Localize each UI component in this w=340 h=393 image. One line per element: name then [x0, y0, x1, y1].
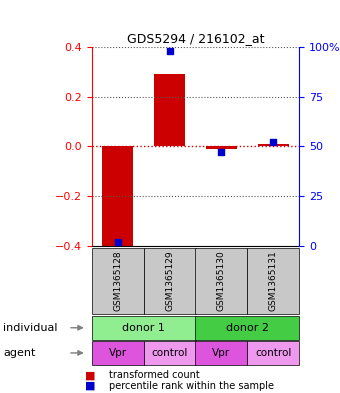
- Point: [219, 149, 224, 156]
- Text: Vpr: Vpr: [212, 348, 231, 358]
- Text: transformed count: transformed count: [109, 370, 200, 380]
- Point: [167, 48, 172, 54]
- Text: GSM1365131: GSM1365131: [269, 251, 278, 311]
- Point: [115, 239, 120, 245]
- Text: individual: individual: [3, 323, 58, 333]
- Bar: [154, 74, 185, 146]
- Text: ■: ■: [85, 381, 96, 391]
- Text: agent: agent: [3, 348, 36, 358]
- Text: percentile rank within the sample: percentile rank within the sample: [109, 381, 274, 391]
- Text: donor 1: donor 1: [122, 323, 165, 333]
- Point: [271, 139, 276, 145]
- Text: donor 2: donor 2: [226, 323, 269, 333]
- Text: GSM1365128: GSM1365128: [113, 251, 122, 311]
- Text: GSM1365130: GSM1365130: [217, 251, 226, 311]
- Text: control: control: [151, 348, 188, 358]
- Bar: [206, 146, 237, 149]
- Bar: [258, 144, 289, 146]
- Text: GSM1365129: GSM1365129: [165, 251, 174, 311]
- Title: GDS5294 / 216102_at: GDS5294 / 216102_at: [127, 31, 264, 44]
- Text: Vpr: Vpr: [109, 348, 127, 358]
- Bar: [102, 146, 133, 248]
- Text: ■: ■: [85, 370, 96, 380]
- Text: control: control: [255, 348, 291, 358]
